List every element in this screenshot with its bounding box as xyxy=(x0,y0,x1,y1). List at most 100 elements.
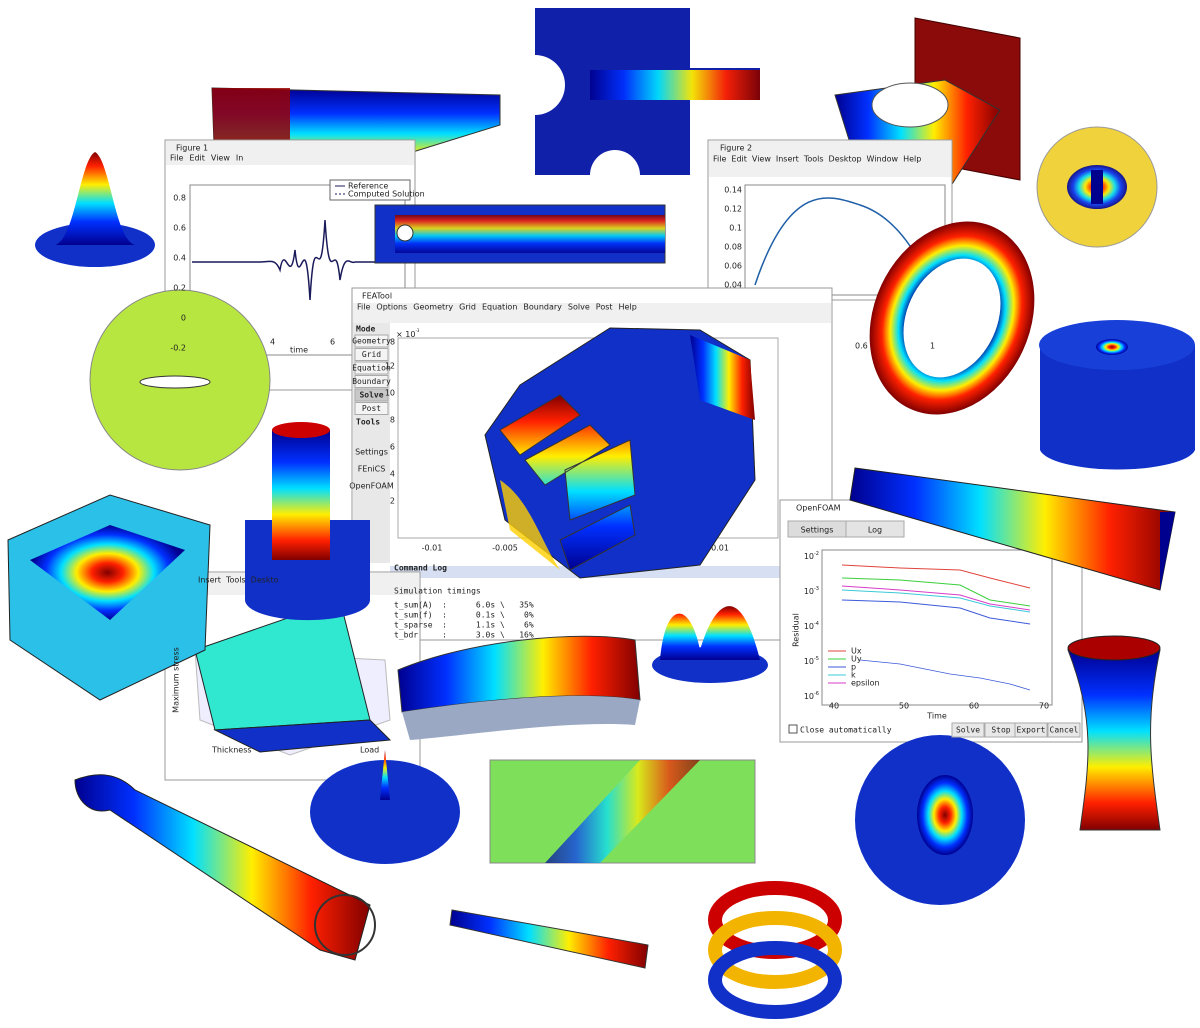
tick-base: 10 xyxy=(804,552,814,561)
decor-mid xyxy=(89,204,1195,471)
tools-header: Tools xyxy=(356,418,380,427)
menu-item: File xyxy=(357,303,370,312)
tick-base: 10 xyxy=(804,622,814,631)
residual-noise xyxy=(859,659,1031,691)
y-tick-label: 0.6 xyxy=(173,224,186,233)
ui-texts: File Edit View In 0.8 0.6 0.4 0.2 0 -0.2 4 6 8 time Re… xyxy=(170,154,1081,755)
mode-button[interactable] xyxy=(354,402,389,415)
mode-button[interactable] xyxy=(354,361,389,375)
tick-exp: -3 xyxy=(814,586,819,592)
y-tick-label: 0.8 xyxy=(173,194,186,203)
checkbox[interactable] xyxy=(788,724,798,734)
tick-exp: -6 xyxy=(814,691,819,697)
x-tick-label: -0.005 xyxy=(492,544,518,553)
residual-curve xyxy=(841,599,1031,625)
legend-label: Computed Solution xyxy=(348,190,425,199)
axis-scale-base: × 10 xyxy=(396,330,415,339)
x-axis-label: time xyxy=(290,346,308,355)
y-tick-label: 0.4 xyxy=(173,254,186,263)
y-tick-label: 10 xyxy=(385,389,395,398)
tick-exp: -4 xyxy=(814,621,819,627)
y-tick-label: 10-4 xyxy=(804,621,819,631)
menu-item: View xyxy=(211,154,230,163)
mode-label: Grid xyxy=(362,350,381,359)
tick-exp: -2 xyxy=(814,551,819,557)
x-tick-label: 70 xyxy=(1039,702,1049,711)
mode-header: Mode xyxy=(356,325,375,334)
menu-item: Edit xyxy=(189,154,205,163)
button-label: Solve xyxy=(956,726,980,735)
axis-scale: × 10-3 xyxy=(396,328,420,339)
y-tick-label: 12 xyxy=(385,362,395,371)
residual-curve xyxy=(841,564,1031,589)
y-tick-label: 10-3 xyxy=(804,586,819,596)
y-tick-label: 0.1 xyxy=(729,224,742,233)
tab-label: Settings xyxy=(801,526,834,535)
tick-base: 10 xyxy=(804,587,814,596)
decor-front xyxy=(7,327,1176,1019)
title-bar xyxy=(353,289,831,303)
menu-item: Edit xyxy=(731,155,747,164)
menu-item: File xyxy=(170,154,183,163)
legend-label: p xyxy=(851,663,856,672)
menu-item: View xyxy=(752,155,771,164)
y-tick-label: 4 xyxy=(390,470,395,479)
y-tick-label: 0.14 xyxy=(724,186,742,195)
tab-label: Log xyxy=(868,526,882,535)
x-axis-label: Time xyxy=(926,712,947,721)
tick-exp: -5 xyxy=(814,656,819,662)
menu-item: Deskto xyxy=(251,576,279,585)
log-line: t_sum(f) : 0.1s \ 0% xyxy=(394,611,534,620)
menu-item: Tools xyxy=(225,576,246,585)
tick-base: 10 xyxy=(804,692,814,701)
mode-label: Solve xyxy=(359,391,383,400)
legend-label: Ux xyxy=(851,647,862,656)
tool-button[interactable]: Settings xyxy=(355,448,388,457)
mode-button[interactable] xyxy=(354,348,389,361)
menu-item: Tools xyxy=(803,155,824,164)
y-tick-label: 10-2 xyxy=(804,551,819,561)
menu-item: Help xyxy=(903,155,921,164)
button[interactable] xyxy=(951,722,985,738)
button-label: Export xyxy=(1017,726,1046,735)
plot-area xyxy=(821,549,1053,706)
tab[interactable] xyxy=(845,520,905,538)
window-title: Figure 2 xyxy=(720,144,752,153)
log-line: t_sparse : 1.1s \ 6% xyxy=(394,621,534,630)
x-axis-label: Thickness xyxy=(211,746,252,755)
tool-button[interactable]: OpenFOAM xyxy=(349,482,394,491)
y-tick-label: 2 xyxy=(390,497,395,506)
menu-item: Insert xyxy=(776,155,799,164)
y-tick-label: 0 xyxy=(181,314,186,323)
surface xyxy=(213,719,392,753)
button-label: Cancel xyxy=(1050,726,1079,735)
menu-item: Equation xyxy=(482,303,517,312)
window-header xyxy=(166,141,414,165)
mode-button[interactable] xyxy=(354,388,389,402)
legend-label: epsilon xyxy=(851,679,880,688)
legend-label: Uy xyxy=(851,655,862,664)
residual-curve xyxy=(841,589,1031,613)
y-tick-label: 10-6 xyxy=(804,691,819,701)
menu-item: Grid xyxy=(459,303,476,312)
residual-curve xyxy=(841,585,1031,611)
y-axis-label: Load xyxy=(360,746,379,755)
x-tick-label: 6 xyxy=(330,338,335,347)
y-tick-label: 6 xyxy=(390,443,395,452)
window-header xyxy=(709,141,951,177)
menu-item: Help xyxy=(619,303,637,312)
x-tick-label: 50 xyxy=(899,702,909,711)
signal-curve xyxy=(192,219,403,301)
button[interactable] xyxy=(1014,722,1048,738)
checkbox-label: Close automatically xyxy=(800,726,892,735)
x-tick-label: 40 xyxy=(829,702,839,711)
x-tick-label: -0.01 xyxy=(422,544,443,553)
mode-button[interactable] xyxy=(354,375,389,388)
menu-item: Boundary xyxy=(523,303,562,312)
mode-button[interactable] xyxy=(354,334,389,348)
window-title: FEATool xyxy=(362,292,392,301)
button[interactable] xyxy=(1047,722,1081,738)
residual-curve xyxy=(841,577,1031,607)
tool-button[interactable]: FEniCS xyxy=(358,465,386,474)
